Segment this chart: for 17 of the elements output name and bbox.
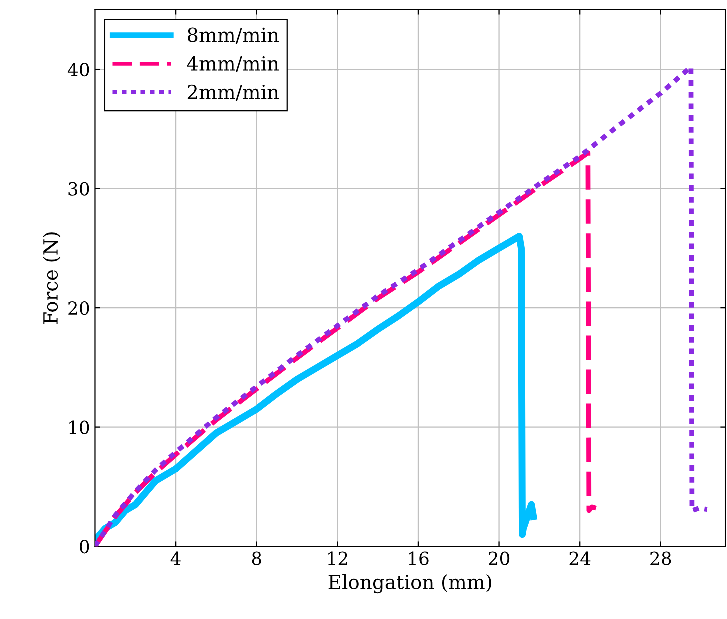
y-tick-label: 20 (68, 302, 90, 316)
x-tick-label: 8 (252, 552, 262, 566)
y-tick-label: 0 (80, 540, 90, 554)
legend-label: 8mm/min (188, 28, 280, 44)
x-tick-label: 24 (570, 552, 591, 566)
legend-label: 2mm/min (188, 84, 280, 102)
x-tick-label: 4 (170, 552, 181, 566)
y-axis-title: Force (N) (43, 232, 61, 324)
y-tick-label: 30 (68, 182, 90, 196)
x-tick-label: 12 (328, 552, 348, 566)
y-tick-label: 10 (70, 420, 90, 434)
x-tick-label: 16 (409, 552, 429, 566)
x-tick-label: 20 (489, 552, 510, 566)
y-tick-label: 40 (68, 62, 90, 77)
x-axis-title: Elongation (mm) (328, 574, 492, 594)
x-tick-label: 28 (650, 552, 672, 566)
legend-label: 4mm/min (187, 56, 280, 73)
